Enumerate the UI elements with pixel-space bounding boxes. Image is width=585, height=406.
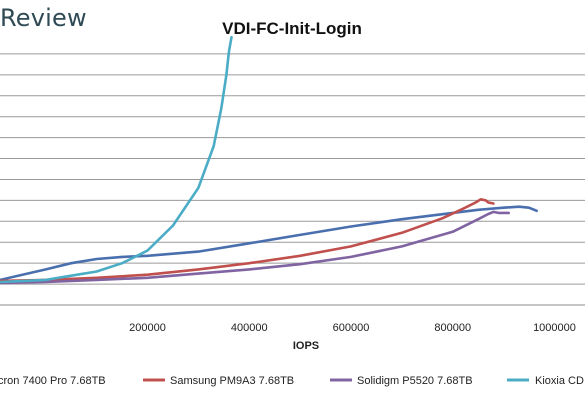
series-line-3 [0,210,510,285]
x-axis-label: IOPS [293,340,319,352]
gridlines [0,53,585,285]
legend-label-1: cron 7400 Pro 7.68TB [0,375,106,387]
chart-title: VDI-FC-Init-Login [222,19,362,38]
x-tick-label: 1000000 [533,322,576,334]
x-tick-label: 400000 [231,322,268,334]
x-tick-label: 800000 [434,322,471,334]
legend-label-2: Samsung PM9A3 7.68TB [170,375,294,387]
x-tick-label: 600000 [333,322,370,334]
series-line-1 [0,205,538,282]
brand-logo-text: Review [0,4,87,32]
x-tick-labels: 200000 400000 600000 800000 1000000 [129,322,576,334]
legend-label-3: Solidigm P5520 7.68TB [357,375,473,387]
series-line-4 [0,35,233,284]
series-line-2 [0,198,495,283]
series-lines [0,35,538,285]
x-tick-label: 200000 [129,322,166,334]
legend-label-4: Kioxia CD [535,375,584,387]
legend: cron 7400 Pro 7.68TB Samsung PM9A3 7.68TB… [0,375,584,387]
